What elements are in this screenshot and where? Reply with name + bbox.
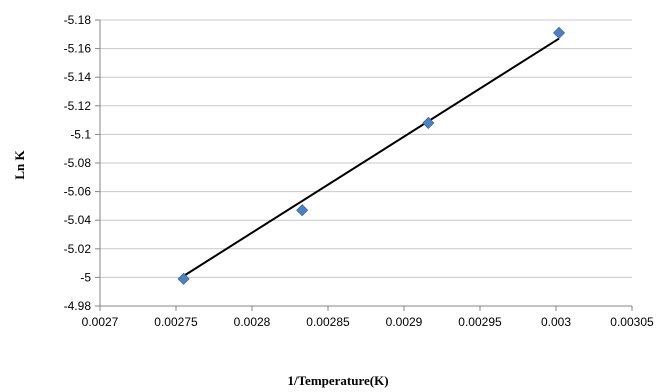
x-tick-label: 0.0028 bbox=[234, 315, 271, 329]
x-tick-label: 0.0029 bbox=[386, 315, 423, 329]
gridlines bbox=[100, 19, 632, 278]
data-point bbox=[177, 272, 190, 285]
y-tick-labels: -5.18 -5.16 -5.14 -5.12 -5.1 -5.08 -5.06 -5.04 -… bbox=[64, 13, 92, 313]
x-tick-label: 0.00305 bbox=[610, 315, 654, 329]
data-point bbox=[296, 204, 309, 217]
y-tick-label: -5.18 bbox=[64, 13, 92, 27]
x-tick-labels: 0.0027 0.00275 0.0028 0.00285 0.0029 0.00295 0… bbox=[82, 315, 654, 329]
x-tick-label: 0.0027 bbox=[82, 315, 119, 329]
data-point bbox=[422, 116, 435, 130]
y-tick-label: -5.16 bbox=[64, 42, 92, 56]
axes bbox=[95, 19, 633, 311]
y-tick-label: -5.12 bbox=[64, 99, 92, 113]
x-tick-label: 0.003 bbox=[541, 315, 571, 329]
y-tick-label: -5.04 bbox=[64, 213, 92, 227]
data-points bbox=[177, 26, 566, 285]
y-tick-label: -5.14 bbox=[64, 70, 92, 84]
y-tick-label: -5.1 bbox=[70, 127, 91, 141]
y-tick-label: -5.02 bbox=[64, 242, 92, 256]
x-tick-label: 0.00275 bbox=[154, 315, 198, 329]
trendline-group bbox=[183, 37, 560, 277]
trendline bbox=[183, 37, 560, 277]
y-tick-label: -5.08 bbox=[64, 156, 92, 170]
y-tick-label: -4.98 bbox=[64, 299, 92, 313]
x-tick-label: 0.00295 bbox=[458, 315, 502, 329]
y-tick-label: -5 bbox=[80, 270, 91, 284]
x-tick-label: 0.00285 bbox=[306, 315, 350, 329]
data-point bbox=[552, 26, 566, 39]
x-axis-title: 1/Temperature(K) bbox=[287, 373, 388, 388]
y-tick-label: -5.06 bbox=[64, 185, 92, 199]
y-axis-title: Ln K bbox=[12, 149, 27, 179]
